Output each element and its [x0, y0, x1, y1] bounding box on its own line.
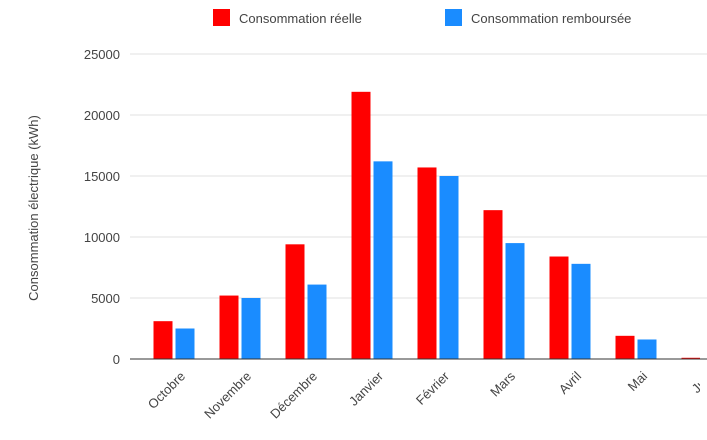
y-tick-label: 10000	[84, 230, 120, 245]
bar-reelle-4	[417, 167, 437, 359]
x-axis-ticks: Octobre Novembre Décembre Janvier Février Mar…	[145, 368, 707, 422]
y-tick-label: 25000	[84, 47, 120, 62]
x-tick-label: Avril	[556, 368, 584, 396]
bar-reelle-7	[615, 335, 635, 359]
legend-swatch	[213, 9, 230, 26]
x-tick-label: Janvier	[346, 368, 387, 409]
bar-remboursee-7	[637, 339, 657, 359]
bar-remboursee-4	[439, 176, 459, 359]
bar-reelle-3	[351, 91, 371, 359]
bar-remboursee-6	[571, 263, 591, 359]
bar-remboursee-3	[373, 161, 393, 359]
y-tick-label: 0	[113, 352, 120, 367]
y-tick-label: 20000	[84, 108, 120, 123]
bar-remboursee-0	[175, 328, 195, 359]
bar-remboursee-2	[307, 284, 327, 359]
x-tick-label: Mai	[625, 368, 650, 393]
bar-reelle-1	[219, 295, 239, 359]
legend-swatch	[445, 9, 462, 26]
legend-label: Consommation réelle	[239, 11, 362, 26]
bar-reelle-8	[681, 357, 700, 359]
legend-label: Consommation remboursée	[471, 11, 631, 26]
x-tick-label: Mars	[487, 368, 518, 399]
bar-remboursee-5	[505, 243, 525, 359]
bar-reelle-2	[285, 244, 305, 359]
x-tick-label: Juin	[689, 369, 707, 396]
bar-reelle-6	[549, 256, 569, 359]
y-axis-label: Consommation électrique (kWh)	[26, 115, 41, 301]
x-tick-label: Octobre	[145, 369, 188, 412]
bar-reelle-0	[153, 321, 173, 359]
x-tick-label: Février	[413, 368, 453, 408]
bars	[153, 91, 700, 359]
legend: Consommation réelle Consommation rembours…	[213, 9, 631, 26]
y-axis-ticks: 0 5000 10000 15000 20000 25000	[84, 47, 120, 367]
y-tick-label: 15000	[84, 169, 120, 184]
bar-remboursee-1	[241, 298, 261, 359]
bar-reelle-5	[483, 210, 503, 359]
y-tick-label: 5000	[91, 291, 120, 306]
x-tick-label: Novembre	[201, 369, 254, 422]
x-tick-label: Décembre	[267, 369, 320, 422]
